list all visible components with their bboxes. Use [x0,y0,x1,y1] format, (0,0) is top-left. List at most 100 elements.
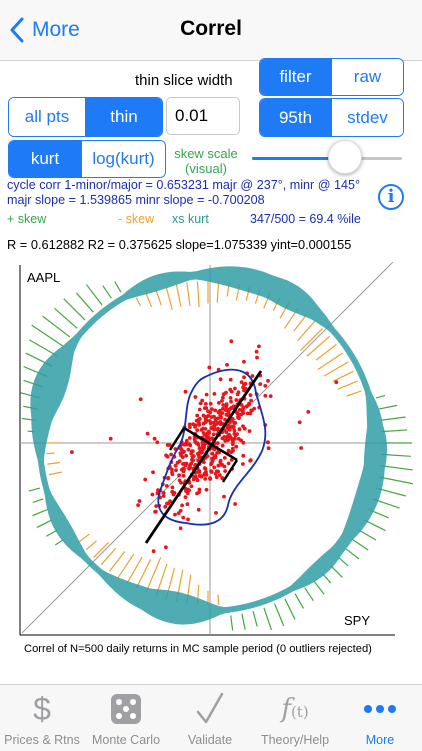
scatter-point [299,446,303,450]
slice-width-input[interactable]: 0.01 [166,97,240,135]
scatter-point [213,424,217,428]
info-icon[interactable]: i [378,184,404,210]
scatter-point [211,459,215,463]
scatter-point [203,406,207,410]
scatter-point [243,427,247,431]
skew-tick [338,381,358,389]
scatter-point [224,391,228,395]
slope-text: majr slope = 1.539865 minr slope = -0.70… [7,193,265,207]
scatter-point [215,475,219,479]
scatter-point [212,433,216,437]
scatter-point [199,402,203,406]
scatter-point [257,345,261,349]
tab-theory-help[interactable]: f(t) Theory/Help [252,685,338,751]
skew-tick [323,574,331,583]
scatter-point [188,423,192,427]
scatter-point [200,428,204,432]
skew-tick [382,430,408,432]
scatter-point [214,511,218,515]
scatter-point [233,502,237,506]
scatter-point [226,434,230,438]
scatter-point [164,545,168,549]
plot-caption: Correl of N=500 daily returns in MC samp… [24,643,372,655]
skew-tick [275,604,284,626]
scatter-point [205,432,209,436]
stdev-option[interactable]: stdev [331,99,403,136]
scatter-point [136,503,140,507]
scatter-point [227,411,231,415]
scatter-point [216,417,220,421]
scatter-point [213,454,217,458]
skew-tick [376,396,385,398]
kurt-option[interactable]: kurt [9,141,81,177]
scatter-point [213,409,217,413]
skew-tick [314,581,324,594]
scatter-point [182,450,186,454]
x-axis-label: SPY [344,613,370,628]
skew-tick [359,530,376,540]
scatter-point [242,360,246,364]
tab-more[interactable]: More [338,685,422,751]
scatter-point [196,478,200,482]
legend-excess-kurt: xs kurt [172,212,209,226]
scatter-point [154,504,158,508]
scatter-point [204,402,208,406]
skew-tick [264,608,272,630]
scatter-point [267,446,271,450]
scatter-point [210,415,214,419]
slice-width-label: thin slice width [135,72,233,89]
scatter-point [173,513,177,517]
scatter-point [155,440,159,444]
scatter-point [195,428,199,432]
scatter-point [172,493,176,497]
scatter-point [195,414,199,418]
log-kurt-option[interactable]: log(kurt) [81,141,165,177]
scatter-point [210,407,214,411]
scatter-point [221,411,225,415]
skew-tick [295,594,304,609]
skew-tick [324,362,348,376]
thin-option[interactable]: thin [85,98,162,136]
skew-tick [217,281,218,302]
scatter-point [195,492,199,496]
kurt-segmented: kurt log(kurt) [8,140,166,178]
scatter-point [188,436,192,440]
scatter-point [209,469,213,473]
scatter-point [162,494,166,498]
scatter-point [184,495,188,499]
raw-option[interactable]: raw [331,59,403,95]
skew-tick [109,552,124,572]
scatter-point [236,393,240,397]
scatter-point [233,421,237,425]
scatter-point [266,440,270,444]
skew-tick [379,405,397,409]
tab-monte-carlo[interactable]: Monte Carlo [84,685,168,751]
tab-prices-returns[interactable]: $ Prices & Rtns [0,685,84,751]
filter-option[interactable]: filter [260,59,331,95]
skew-tick [55,540,63,545]
skew-tick [47,462,60,464]
95th-option[interactable]: 95th [260,99,331,136]
scatter-point [229,400,233,404]
scatter-point [249,412,253,416]
regression-text: R = 0.612882 R2 = 0.375625 slope=1.07533… [7,237,351,252]
scatter-point [138,499,142,503]
tab-validate[interactable]: Validate [168,685,252,751]
scatter-point [171,486,175,490]
scatter-point [218,473,222,477]
skew-tick [37,520,52,527]
scatter-point [201,447,205,451]
scatter-point [174,468,178,472]
scatter-point [219,459,223,463]
all-points-option[interactable]: all pts [9,98,85,136]
skew-scale-slider-thumb[interactable] [328,140,362,174]
filter-raw-segmented: filter raw [259,58,404,96]
skew-tick [346,391,361,396]
scatter-point [205,393,209,397]
scatter-point [177,473,181,477]
scatter-point [220,463,224,467]
scatter-point [213,392,217,396]
scatter-point [179,526,183,530]
scatter-point [216,427,220,431]
percentile-segmented: 95th stdev [259,98,404,137]
